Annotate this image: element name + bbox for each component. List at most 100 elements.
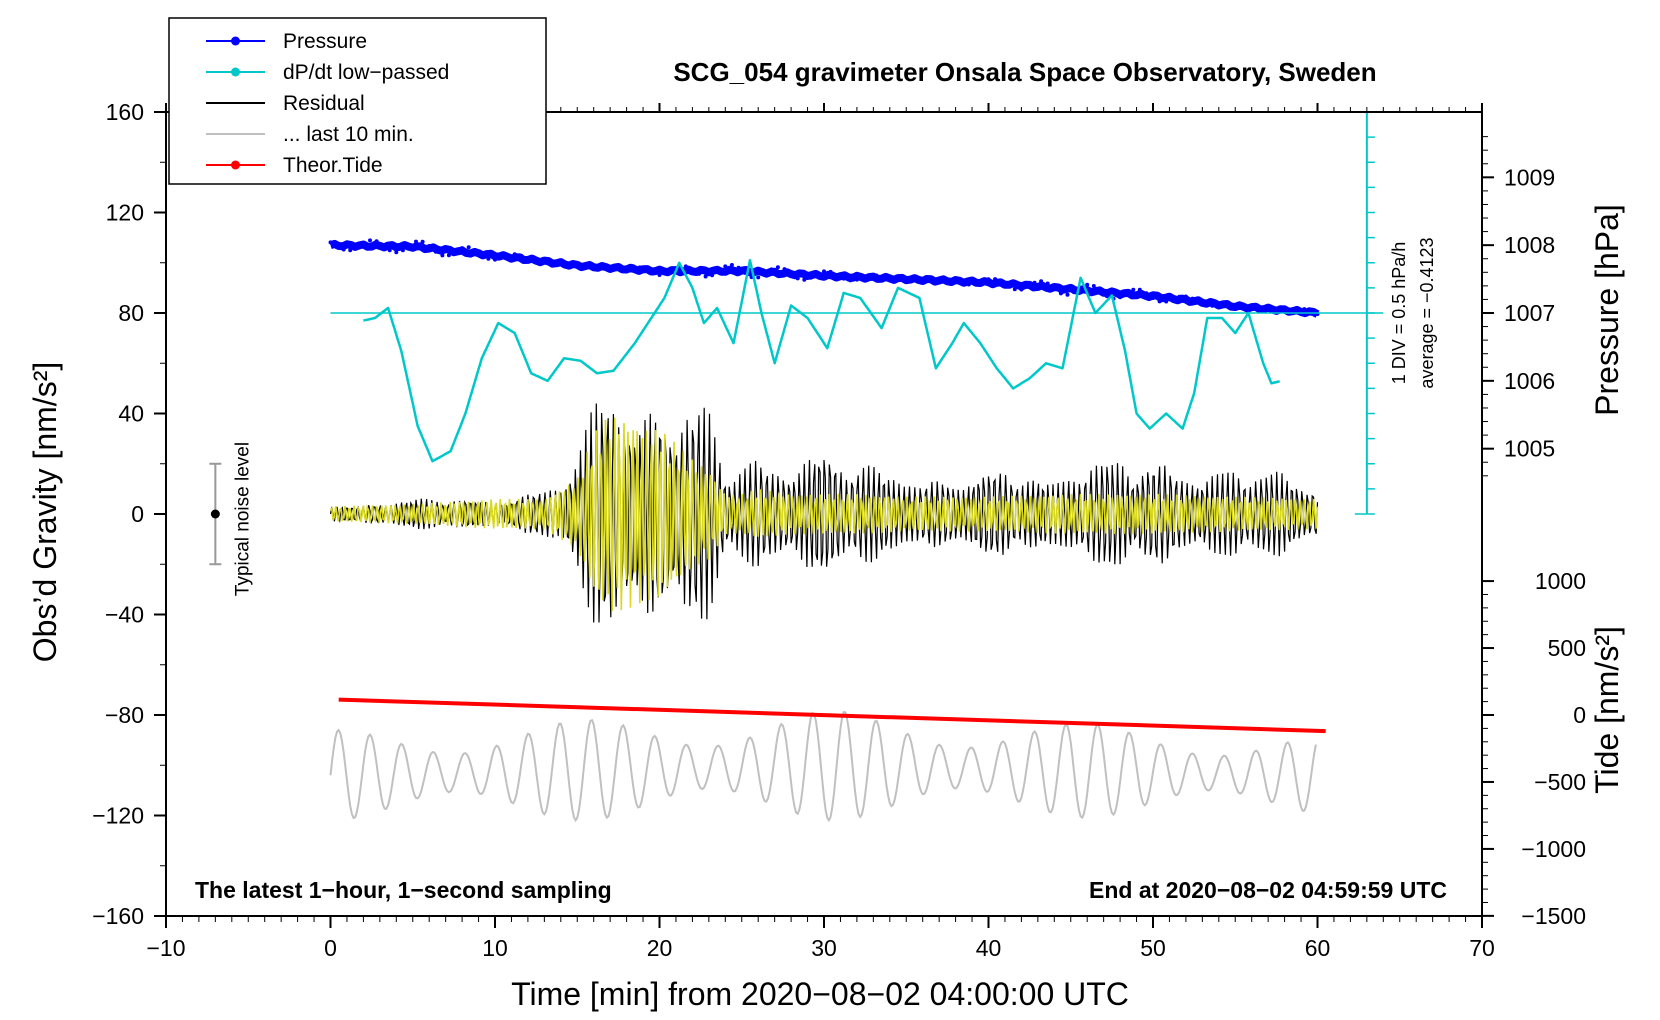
pressure-point	[493, 257, 497, 262]
pressure-point	[1032, 280, 1037, 285]
pressure-tick-label: 1006	[1504, 368, 1555, 394]
pressure-point	[789, 271, 794, 276]
pressure-point	[1236, 303, 1241, 308]
pressure-point	[420, 239, 425, 244]
pressure-point	[558, 260, 563, 265]
pressure-point	[1151, 296, 1155, 300]
pressure-point	[1039, 279, 1044, 284]
pressure-point	[1197, 300, 1202, 304]
pressure-point	[762, 271, 767, 276]
pressure-point	[519, 253, 524, 258]
pressure-point	[572, 262, 576, 267]
pressure-tick-label: 1009	[1504, 164, 1555, 190]
pressure-point	[960, 281, 965, 286]
pressure-point	[631, 264, 636, 269]
pressure-point	[1072, 290, 1076, 295]
pressure-point	[1223, 302, 1228, 307]
x-tick-label: 40	[976, 935, 1002, 961]
pressure-point	[585, 263, 590, 268]
legend-label: Residual	[283, 92, 365, 115]
pressure-point	[1302, 307, 1307, 312]
pressure-point	[683, 264, 688, 269]
tide-tick-label: −1000	[1521, 836, 1586, 862]
pressure-point	[473, 248, 478, 252]
pressure-point	[1183, 294, 1188, 299]
pressure-point	[591, 264, 596, 269]
pressure-point	[387, 248, 392, 253]
pressure-point	[703, 274, 708, 279]
y-tick-label: −40	[105, 602, 144, 628]
pressure-point	[657, 273, 662, 277]
pressure-point	[1131, 287, 1136, 292]
pressure-point	[341, 247, 346, 252]
pressure-point	[400, 248, 405, 253]
pressure-point	[716, 268, 721, 273]
x-tick-label: 20	[647, 935, 673, 961]
pressure-point	[1104, 294, 1109, 299]
pressure-point	[835, 273, 840, 277]
pressure-point	[328, 240, 333, 245]
noise-level-label: Typical noise level	[232, 442, 253, 596]
pressure-point	[986, 277, 991, 282]
x-tick-label: 60	[1305, 935, 1331, 961]
pressure-point	[999, 279, 1004, 284]
pressure-point	[618, 266, 622, 271]
pressure-point	[907, 277, 912, 282]
data-layer	[209, 111, 1384, 823]
dpdt-div-label: 1 DIV = 0.5 hPa/h	[1389, 242, 1409, 385]
pressure-point	[947, 277, 951, 282]
pressure-point	[710, 273, 715, 278]
tide-tick-label: 0	[1573, 702, 1586, 728]
pressure-point	[427, 244, 432, 248]
pressure-point	[1295, 307, 1300, 312]
pressure-point	[1262, 306, 1267, 311]
pressure-point	[1006, 284, 1011, 288]
pressure-point	[979, 279, 984, 284]
pressure-point	[1091, 284, 1096, 288]
last-10-min-series	[329, 710, 1317, 823]
pressure-point	[881, 274, 886, 279]
y-tick-label: −80	[105, 702, 144, 728]
y-axis-left: −160 −120 −80 −40 0 40 80 120 160	[92, 99, 166, 929]
end-time-annotation: End at 2020−08−02 04:59:59 UTC	[1089, 877, 1447, 903]
tide-tick-label: −500	[1534, 769, 1586, 795]
pressure-point	[1045, 281, 1050, 286]
pressure-point	[868, 273, 873, 278]
legend-label: dP/dt low−passed	[283, 61, 449, 84]
pressure-point	[545, 261, 550, 266]
pressure-point	[670, 267, 675, 272]
y-tick-label: 160	[106, 99, 144, 125]
x-tick-label: 0	[324, 935, 337, 961]
y-axis-label-tide: Tide [nm/s²]	[1589, 626, 1625, 794]
y-axis-pressure: 1005 1006 1007 1008 1009	[1482, 136, 1555, 477]
pressure-point	[966, 282, 971, 287]
pressure-point	[795, 276, 800, 281]
legend-marker	[231, 36, 240, 46]
pressure-point	[440, 253, 445, 258]
pressure-point	[993, 277, 998, 282]
pressure-point	[381, 243, 386, 248]
pressure-point	[414, 239, 418, 244]
y-axis-tide: −1500 −1000 −500 0 500 1000	[1482, 568, 1586, 929]
pressure-point	[848, 278, 853, 283]
pressure-point	[920, 278, 925, 282]
pressure-series	[329, 239, 1320, 318]
y-tick-label: 120	[106, 200, 144, 226]
legend-label: ... last 10 min.	[283, 123, 414, 146]
pressure-point	[1085, 282, 1090, 287]
y-axis-label-pressure: Pressure [hPa]	[1589, 204, 1625, 416]
pressure-point	[374, 239, 379, 244]
x-tick-label: 70	[1469, 935, 1495, 961]
legend-label: Pressure	[283, 30, 367, 53]
pressure-point	[1289, 308, 1294, 313]
pressure-point	[499, 255, 504, 260]
pressure-point	[933, 277, 938, 282]
pressure-point	[525, 256, 530, 261]
pressure-point	[598, 265, 603, 270]
pressure-point	[808, 275, 813, 280]
y-tick-label: 80	[118, 300, 144, 326]
pressure-point	[697, 271, 701, 276]
pressure-point	[927, 277, 932, 282]
pressure-point	[1137, 287, 1142, 292]
chart-title: SCG_054 gravimeter Onsala Space Observat…	[673, 57, 1376, 87]
